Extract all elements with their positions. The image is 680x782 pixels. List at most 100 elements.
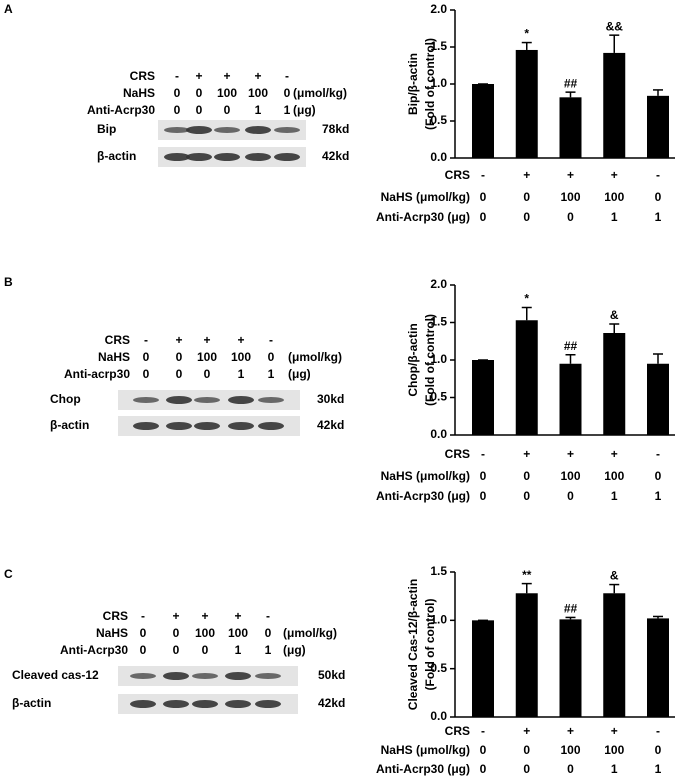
condition-value: 0: [480, 210, 487, 224]
blot-band: [130, 700, 156, 708]
blot-row-value: +: [234, 609, 241, 623]
significance: *: [524, 27, 529, 41]
significance: ##: [564, 602, 578, 616]
blot-band: [255, 673, 281, 679]
band-label: Cleaved cas-12: [12, 668, 99, 682]
band-size: 50kd: [318, 668, 345, 682]
condition-label: NaHS (μmol/kg): [381, 190, 470, 204]
condition-label: NaHS (μmol/kg): [381, 743, 470, 757]
blot-row-value: 0: [196, 103, 203, 117]
blot-band: [225, 700, 251, 708]
blot-row-value: +: [237, 333, 244, 347]
y-tick-label: 1.5: [430, 315, 447, 329]
condition-value: 1: [611, 762, 618, 776]
band-label: β-actin: [97, 149, 136, 163]
bar: [472, 360, 494, 435]
blot-band: [258, 397, 284, 403]
condition-value: 0: [523, 762, 530, 776]
bar: [472, 84, 494, 158]
significance: &: [610, 569, 619, 583]
condition-value: 0: [567, 210, 574, 224]
condition-value: +: [523, 447, 530, 461]
significance: &&: [606, 19, 624, 33]
bar: [559, 97, 582, 158]
y-axis-label: Bip/β-actin: [406, 53, 420, 115]
condition-value: 1: [655, 210, 662, 224]
bar: [515, 49, 538, 158]
blot-row-value: 0: [176, 367, 183, 381]
blot-band: [133, 397, 159, 403]
blot-band: [192, 700, 218, 708]
blot-row-value: 0: [284, 86, 291, 100]
panel-letter: B: [4, 275, 13, 289]
condition-value: 100: [560, 743, 580, 757]
condition-value: 0: [567, 489, 574, 503]
blot-row-value: -: [266, 609, 270, 623]
blot-row-value: +: [172, 609, 179, 623]
condition-value: 0: [480, 743, 487, 757]
y-tick-label: 1.0: [430, 352, 447, 366]
condition-value: 0: [523, 210, 530, 224]
blot-row-value: 0: [204, 367, 211, 381]
blot-row-label: CRS: [103, 609, 128, 623]
blot-band: [258, 422, 284, 430]
condition-value: 1: [611, 210, 618, 224]
blot-band: [166, 396, 192, 404]
band-size: 30kd: [317, 392, 344, 406]
condition-value: 0: [655, 190, 662, 204]
y-tick-label: 0.5: [430, 113, 447, 127]
blot-band: [164, 153, 190, 161]
condition-value: 100: [604, 190, 624, 204]
y-tick-label: 0.0: [430, 150, 447, 164]
bar: [559, 363, 582, 435]
blot-row-value: 1: [265, 643, 272, 657]
blot-unit: (μmol/kg): [293, 86, 347, 100]
blot-row-value: 0: [173, 626, 180, 640]
blot-row-value: +: [203, 333, 210, 347]
condition-value: 0: [480, 762, 487, 776]
condition-label: CRS: [445, 447, 470, 461]
blot-band: [228, 396, 254, 404]
blot-unit: (μg): [283, 643, 306, 657]
condition-value: 1: [655, 762, 662, 776]
y-tick-label: 0.0: [430, 427, 447, 441]
condition-value: -: [656, 168, 660, 182]
condition-value: 0: [523, 469, 530, 483]
blot-unit: (μmol/kg): [283, 626, 337, 640]
blot-row-value: 100: [228, 626, 248, 640]
blot-row-value: 0: [173, 643, 180, 657]
blot-band: [163, 672, 189, 680]
condition-value: 0: [480, 489, 487, 503]
blot-row-value: +: [195, 69, 202, 83]
blot-row-value: +: [223, 69, 230, 83]
blot-band: [192, 673, 218, 679]
blot-row-value: 100: [248, 86, 268, 100]
blot-row-value: -: [285, 69, 289, 83]
blot-band: [194, 397, 220, 403]
condition-value: 1: [655, 489, 662, 503]
band-label: Bip: [97, 122, 116, 136]
condition-value: 0: [523, 489, 530, 503]
condition-value: 100: [560, 469, 580, 483]
condition-value: +: [567, 724, 574, 738]
blot-row-value: 0: [143, 350, 150, 364]
condition-value: +: [611, 447, 618, 461]
condition-value: 0: [567, 762, 574, 776]
blot-band: [166, 422, 192, 430]
blot-row-label: NaHS: [96, 626, 128, 640]
blot-band: [214, 153, 240, 161]
y-tick-label: 0.5: [430, 661, 447, 675]
blot-row-value: -: [269, 333, 273, 347]
band-label: β-actin: [12, 696, 51, 710]
blot-row-value: 1: [255, 103, 262, 117]
condition-value: +: [567, 447, 574, 461]
blot-band: [194, 422, 220, 430]
blot-band: [130, 673, 156, 679]
blot-row-value: 100: [197, 350, 217, 364]
bar: [647, 618, 669, 717]
blot-band: [186, 126, 212, 134]
blot-row-value: -: [175, 69, 179, 83]
blot-band: [164, 127, 190, 133]
blot-band: [133, 422, 159, 430]
